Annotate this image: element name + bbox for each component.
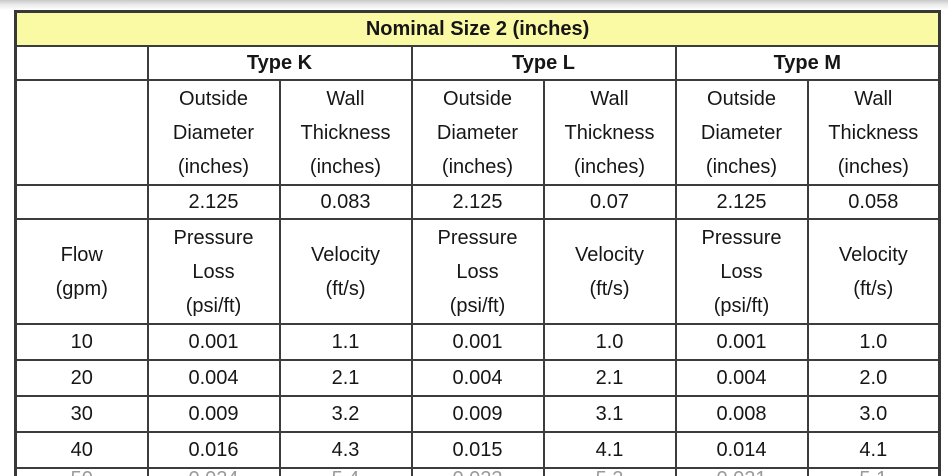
- k-velocity-value: 4.3: [278, 431, 413, 469]
- m-pressure-loss-value: 0.004: [674, 359, 809, 397]
- k-velocity-header: Velocity (ft/s): [278, 218, 413, 325]
- k-outside-diameter-value: 2.125: [146, 184, 281, 220]
- table-title: Nominal Size 2 (inches): [14, 10, 941, 47]
- k-pressure-loss-value: 0.016: [146, 431, 281, 469]
- l-velocity-value: 4.1: [542, 431, 677, 469]
- k-velocity-value: 1.1: [278, 323, 413, 361]
- dimension-header-row: Outside Diameter (inches) Wall Thickness…: [14, 79, 941, 186]
- flow-value: 50: [14, 467, 149, 476]
- data-row-40: 40 0.016 4.3 0.015 4.1 0.014 4.1: [14, 431, 941, 469]
- data-row-10: 10 0.001 1.1 0.001 1.0 0.001 1.0: [14, 323, 941, 361]
- l-pressure-loss-value: 0.023: [410, 467, 545, 476]
- k-outside-diameter-header: Outside Diameter (inches): [146, 79, 281, 186]
- flow-header-row: Flow (gpm) Pressure Loss (psi/ft) Veloci…: [14, 218, 941, 325]
- k-wall-thickness-header: Wall Thickness (inches): [278, 79, 413, 186]
- l-pressure-loss-value: 0.001: [410, 323, 545, 361]
- l-velocity-value: 5.2: [542, 467, 677, 476]
- m-pressure-loss-value: 0.008: [674, 395, 809, 433]
- table-title-row: Nominal Size 2 (inches): [14, 10, 941, 47]
- m-pressure-loss-value: 0.014: [674, 431, 809, 469]
- m-wall-thickness-header: Wall Thickness (inches): [806, 79, 941, 186]
- blank-cell: [14, 184, 149, 220]
- dimension-values-row: 2.125 0.083 2.125 0.07 2.125 0.058: [14, 184, 941, 220]
- k-velocity-value: 3.2: [278, 395, 413, 433]
- k-wall-thickness-value: 0.083: [278, 184, 413, 220]
- m-velocity-value: 4.1: [806, 431, 941, 469]
- l-outside-diameter-header: Outside Diameter (inches): [410, 79, 545, 186]
- l-velocity-value: 3.1: [542, 395, 677, 433]
- m-outside-diameter-header: Outside Diameter (inches): [674, 79, 809, 186]
- m-pressure-loss-value: 0.001: [674, 323, 809, 361]
- m-velocity-value: 5.1: [806, 467, 941, 476]
- type-header-row: Type K Type L Type M: [14, 45, 941, 81]
- k-pressure-loss-value: 0.024: [146, 467, 281, 476]
- pipe-size-table: Nominal Size 2 (inches) Type K Type L Ty…: [14, 10, 942, 476]
- k-pressure-loss-value: 0.001: [146, 323, 281, 361]
- m-pressure-loss-value: 0.021: [674, 467, 809, 476]
- m-velocity-value: 2.0: [806, 359, 941, 397]
- k-pressure-loss-header: Pressure Loss (psi/ft): [146, 218, 281, 325]
- l-outside-diameter-value: 2.125: [410, 184, 545, 220]
- m-pressure-loss-header: Pressure Loss (psi/ft): [674, 218, 809, 325]
- l-pressure-loss-value: 0.004: [410, 359, 545, 397]
- data-row-20: 20 0.004 2.1 0.004 2.1 0.004 2.0: [14, 359, 941, 397]
- flow-value: 10: [14, 323, 149, 361]
- data-row-30: 30 0.009 3.2 0.009 3.1 0.008 3.0: [14, 395, 941, 433]
- blank-cell: [14, 79, 149, 186]
- k-pressure-loss-value: 0.004: [146, 359, 281, 397]
- l-velocity-value: 1.0: [542, 323, 677, 361]
- m-velocity-value: 3.0: [806, 395, 941, 433]
- l-pressure-loss-value: 0.015: [410, 431, 545, 469]
- l-wall-thickness-value: 0.07: [542, 184, 677, 220]
- k-pressure-loss-value: 0.009: [146, 395, 281, 433]
- flow-header: Flow (gpm): [14, 218, 149, 325]
- m-wall-thickness-value: 0.058: [806, 184, 941, 220]
- m-outside-diameter-value: 2.125: [674, 184, 809, 220]
- m-velocity-header: Velocity (ft/s): [806, 218, 941, 325]
- corner-blank-cell: [14, 45, 149, 81]
- m-velocity-value: 1.0: [806, 323, 941, 361]
- type-m-header: Type M: [674, 45, 941, 81]
- l-velocity-value: 2.1: [542, 359, 677, 397]
- k-velocity-value: 5.4: [278, 467, 413, 476]
- l-pressure-loss-header: Pressure Loss (psi/ft): [410, 218, 545, 325]
- l-pressure-loss-value: 0.009: [410, 395, 545, 433]
- l-wall-thickness-header: Wall Thickness (inches): [542, 79, 677, 186]
- type-l-header: Type L: [410, 45, 677, 81]
- page-edge-shadow: [0, 0, 948, 10]
- flow-value: 20: [14, 359, 149, 397]
- type-k-header: Type K: [146, 45, 413, 81]
- flow-value: 40: [14, 431, 149, 469]
- partial-data-row-clipped: 50 0.024 5.4 0.023 5.2 0.021 5.1: [14, 467, 941, 476]
- flow-value: 30: [14, 395, 149, 433]
- l-velocity-header: Velocity (ft/s): [542, 218, 677, 325]
- k-velocity-value: 2.1: [278, 359, 413, 397]
